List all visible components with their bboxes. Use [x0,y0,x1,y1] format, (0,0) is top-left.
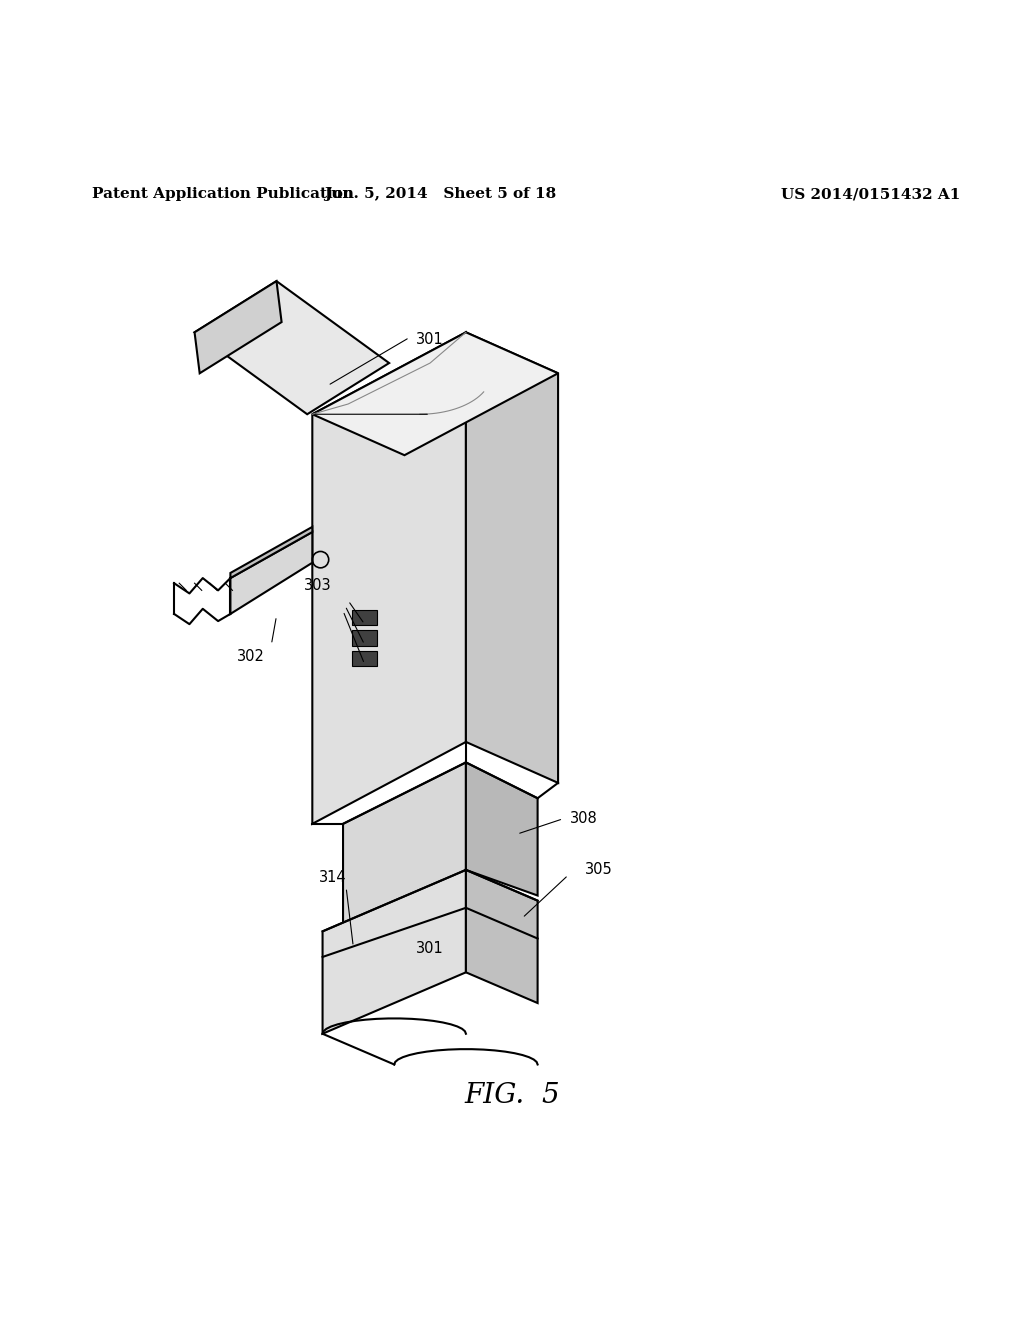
FancyBboxPatch shape [352,610,377,626]
Polygon shape [230,527,312,578]
Polygon shape [466,333,558,783]
Text: Jun. 5, 2014   Sheet 5 of 18: Jun. 5, 2014 Sheet 5 of 18 [325,187,556,201]
FancyBboxPatch shape [352,631,377,645]
Text: 301: 301 [416,941,444,956]
Polygon shape [312,333,466,824]
FancyBboxPatch shape [352,651,377,667]
Text: 301: 301 [416,333,444,347]
Polygon shape [195,281,389,414]
Text: 305: 305 [585,862,613,878]
Polygon shape [323,870,466,1034]
Polygon shape [195,281,282,374]
Text: 314: 314 [319,870,346,884]
Text: 308: 308 [569,812,598,826]
Text: US 2014/0151432 A1: US 2014/0151432 A1 [780,187,961,201]
Polygon shape [343,763,466,932]
Text: 303: 303 [304,578,331,593]
Text: 302: 302 [237,649,265,664]
Text: Patent Application Publication: Patent Application Publication [92,187,354,201]
Polygon shape [466,870,538,1003]
Text: FIG.  5: FIG. 5 [464,1081,560,1109]
Polygon shape [312,333,558,455]
Polygon shape [230,532,312,614]
Polygon shape [466,763,538,895]
